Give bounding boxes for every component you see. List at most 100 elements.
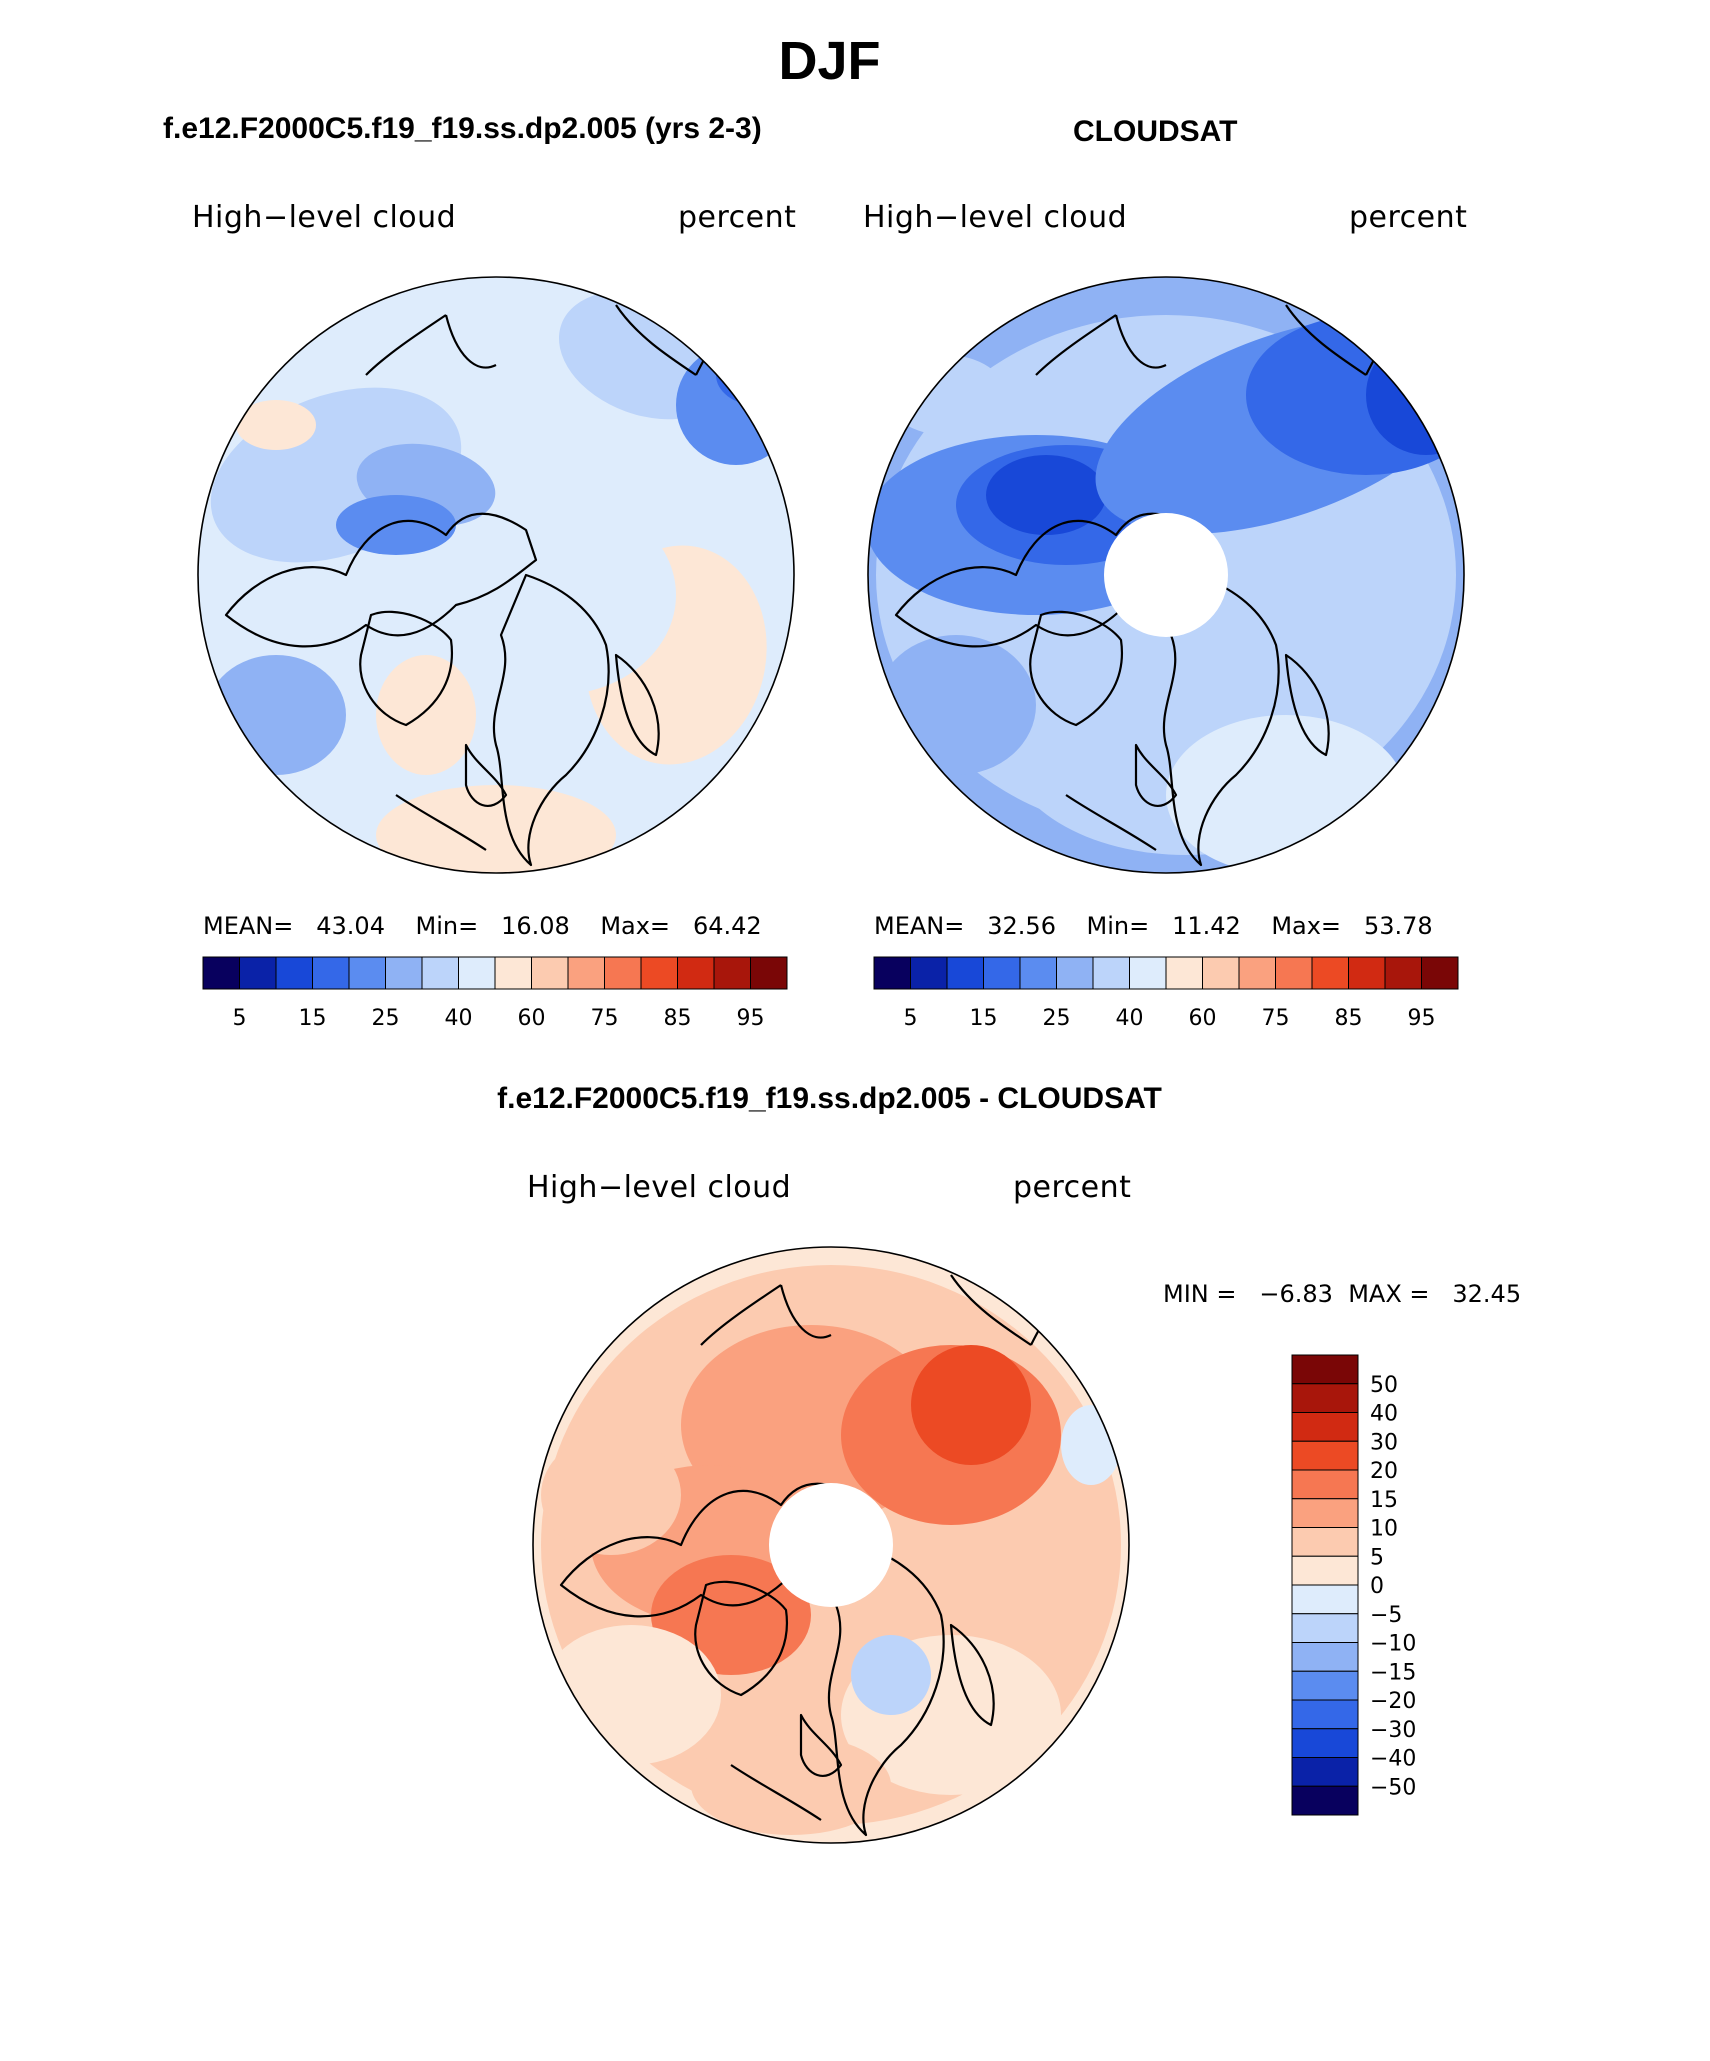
missing-data-region: [769, 1483, 893, 1607]
colorbar-tick-label: 25: [1043, 1006, 1071, 1031]
panel-model-variable: High−level cloud: [192, 200, 457, 235]
colorbar-tick-label: −20: [1370, 1689, 1416, 1714]
colorbar-swatch: [494, 956, 532, 990]
colorbar-swatch: [421, 956, 459, 990]
panel-obs-units: percent: [1349, 200, 1468, 235]
field-region: [691, 1735, 891, 1835]
field-region: [376, 655, 476, 775]
field-region: [1366, 335, 1464, 455]
map-boundary: [197, 276, 795, 874]
panel-model-mean-label: MEAN=: [203, 912, 294, 940]
panel-model-units: percent: [678, 200, 797, 235]
colorbar-tick-label: 25: [372, 1006, 400, 1031]
colorbar-swatch: [1291, 1584, 1359, 1615]
colorbar-swatch: [983, 956, 1021, 990]
colorbar-tick-label: 5: [1370, 1545, 1384, 1570]
colorbar-swatch: [1238, 956, 1276, 990]
panel-obs-max-value: 53.78: [1363, 912, 1433, 940]
field-region: [336, 495, 456, 555]
colorbar-tick-label: −15: [1370, 1660, 1416, 1685]
panel-diff-min-value: −6.83: [1259, 1280, 1333, 1308]
colorbar-tick-label: 20: [1370, 1459, 1398, 1484]
colorbar-tick-label: 60: [518, 1006, 546, 1031]
panel-obs-max-label: Max=: [1271, 912, 1342, 940]
colorbar-swatch: [1092, 956, 1130, 990]
colorbar-swatch: [1019, 956, 1057, 990]
colorbar-swatch: [275, 956, 313, 990]
coastline: [1162, 573, 1280, 867]
colorbar-swatch: [385, 956, 423, 990]
colorbar-tick-label: 85: [664, 1006, 692, 1031]
coastline: [1065, 794, 1157, 851]
colorbar-tick-label: 75: [1262, 1006, 1290, 1031]
colorbar-swatch: [1291, 1469, 1359, 1500]
colorbar-swatch: [910, 956, 948, 990]
coastline: [827, 1543, 945, 1837]
colorbar-swatch: [1291, 1728, 1359, 1758]
colorbar-swatch: [677, 956, 715, 990]
colorbar-swatch: [1291, 1757, 1359, 1787]
colorbar-tick-label: 40: [1370, 1402, 1398, 1427]
colorbar-swatch: [946, 956, 984, 990]
colorbar-swatch: [750, 956, 788, 990]
field-region: [541, 1625, 721, 1765]
colorbar-tick-label: −50: [1370, 1775, 1416, 1800]
colorbar-tick-label: −5: [1370, 1603, 1402, 1628]
map-boundary: [867, 276, 1465, 874]
colorbar-tick-label: 60: [1189, 1006, 1217, 1031]
colorbar-swatch: [1291, 1527, 1359, 1557]
coastline: [224, 512, 538, 648]
missing-data-region: [1104, 513, 1228, 637]
coastline: [1029, 610, 1123, 727]
colorbar-tick-label: 40: [1116, 1006, 1144, 1031]
panel-diff-units: percent: [1013, 1170, 1132, 1205]
panel-diff-max-label: MAX =: [1348, 1280, 1430, 1308]
colorbar-swatch: [1291, 1555, 1359, 1586]
colorbar-swatch: [531, 956, 569, 990]
field-region: [876, 635, 1036, 775]
colorbar-swatch: [1275, 956, 1313, 990]
coastline: [1134, 743, 1178, 807]
panel-model-title: f.e12.F2000C5.f19_f19.ss.dp2.005 (yrs 2-…: [163, 112, 762, 145]
panel-obs-title: CLOUDSAT: [1073, 115, 1238, 148]
panel-diff-map: [532, 1246, 1130, 1844]
panel-obs-min-label: Min=: [1086, 912, 1150, 940]
colorbar-swatch: [1129, 956, 1167, 990]
panel-diff-max-value: 32.45: [1452, 1280, 1522, 1308]
main-title: DJF: [778, 31, 881, 91]
colorbar-swatch: [1291, 1440, 1359, 1471]
colorbar-swatch: [1291, 1498, 1359, 1528]
panel-obs-mean-label: MEAN=: [874, 912, 965, 940]
coastline: [799, 1713, 843, 1777]
colorbar-swatch: [604, 956, 642, 990]
colorbar-swatch: [873, 956, 911, 990]
coastline: [614, 653, 660, 757]
colorbar-swatch: [458, 956, 496, 990]
colorbar-swatch: [1348, 956, 1386, 990]
colorbar-swatch: [1291, 1699, 1359, 1730]
colorbar-swatch: [1311, 956, 1349, 990]
colorbar-swatch: [1291, 1785, 1359, 1816]
colorbar-swatch: [239, 956, 277, 990]
colorbar-swatch: [713, 956, 751, 990]
colorbar-tick-label: 85: [1335, 1006, 1363, 1031]
colorbar-swatch: [202, 956, 240, 990]
panel-obs-map: [867, 276, 1465, 874]
colorbar-swatch: [567, 956, 605, 990]
coastline: [694, 1580, 788, 1697]
panel-model-mean-value: 43.04: [316, 912, 385, 940]
map-boundary: [532, 1246, 1130, 1844]
colorbar-swatch: [1421, 956, 1459, 990]
coastline: [730, 1764, 822, 1821]
field-region: [376, 785, 616, 873]
coastline: [949, 1623, 995, 1727]
panel-diff-title: f.e12.F2000C5.f19_f19.ss.dp2.005 - CLOUD…: [497, 1082, 1162, 1115]
colorbar-tick-label: −40: [1370, 1747, 1416, 1772]
coastline: [359, 610, 453, 727]
colorbar-tick-label: 30: [1370, 1430, 1398, 1455]
colorbar-tick-label: 5: [233, 1006, 247, 1031]
colorbar-swatch: [1291, 1642, 1359, 1672]
panel-model-min-label: Min=: [415, 912, 479, 940]
panel-model-min-value: 16.08: [501, 912, 570, 940]
colorbar-swatch: [1202, 956, 1240, 990]
